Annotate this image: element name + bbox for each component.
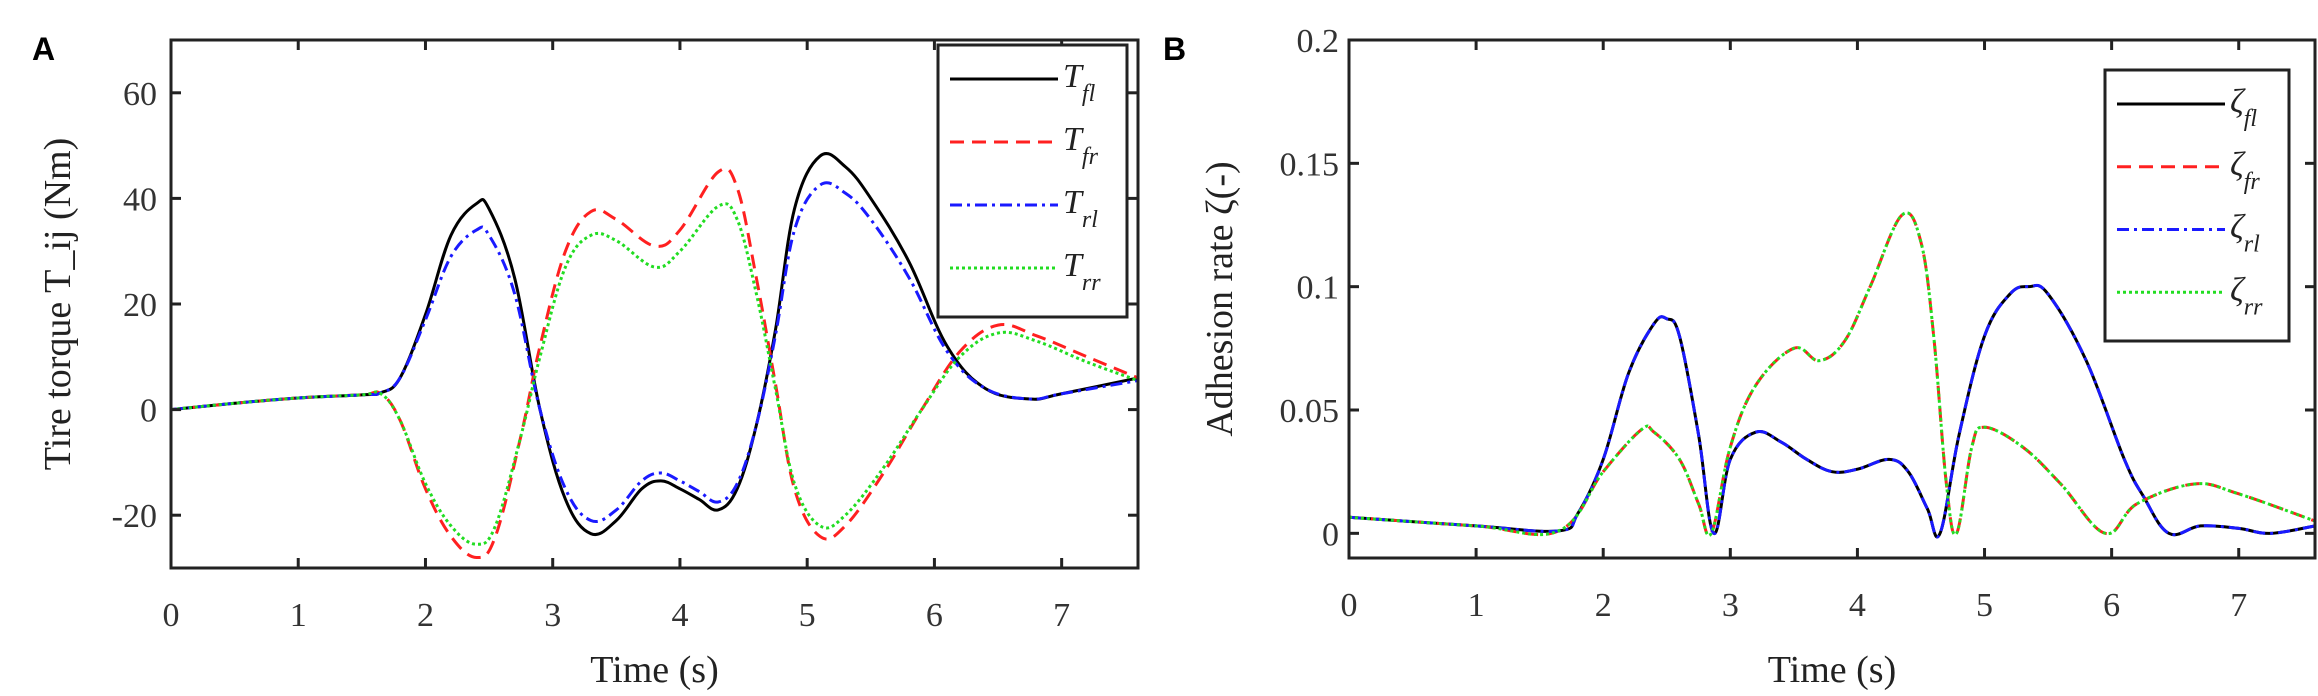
x-tick-label: 5 xyxy=(1976,587,1993,624)
axes-box xyxy=(1347,38,2317,560)
x-tick-label: 2 xyxy=(1595,587,1612,624)
legend-subscript: fr xyxy=(1082,144,1099,170)
x-tick-label: 1 xyxy=(1468,587,1485,624)
x-axis-title: Time (s) xyxy=(590,649,718,691)
legend-entry: Tfr xyxy=(1063,121,1099,170)
x-tick-label: 0 xyxy=(163,597,180,634)
legend-subscript: fl xyxy=(1082,81,1096,107)
x-tick-label: 4 xyxy=(671,597,688,634)
x-tick-label: 6 xyxy=(2103,587,2120,624)
x-tick-label: 7 xyxy=(1053,597,1070,634)
y-tick-label: 0.1 xyxy=(1297,270,1340,307)
panel-A: A 0 1 2 3 4 5 6 7 -20 0 20 40 60 Time (s) Tire torque T… xyxy=(32,31,1140,691)
y-axis-title: Tire torque T_ij (Nm) xyxy=(37,138,79,470)
x-tick-label: 5 xyxy=(799,597,816,634)
legend-entry: Trl xyxy=(1063,184,1098,233)
y-tick-label: -20 xyxy=(112,498,157,535)
panel-label: B xyxy=(1163,31,1186,67)
legend-subscript: rr xyxy=(1082,270,1101,296)
legend-symbol: ζ xyxy=(2230,146,2246,183)
legend-symbol: T xyxy=(1063,58,1084,95)
legend-subscript: fr xyxy=(2244,169,2261,195)
legend-subscript: rl xyxy=(2244,232,2260,258)
x-axis-title: Time (s) xyxy=(1768,649,1896,691)
y-tick-label: 20 xyxy=(123,287,157,324)
y-tick-label: 0 xyxy=(1322,516,1339,553)
legend-entry: Tfl xyxy=(1063,58,1096,107)
legend-box xyxy=(2103,68,2291,343)
legend-entry: ζfr xyxy=(2230,146,2260,195)
legend-symbol: T xyxy=(1063,184,1084,221)
panel-B: B 0 1 2 3 4 5 6 7 0 0.05 0.1 0.15 0.2 Time (s) Adhesion… xyxy=(1163,23,2317,691)
y-tick-label: 60 xyxy=(123,76,157,113)
legend-symbol: ζ xyxy=(2230,209,2246,246)
y-tick-label: 40 xyxy=(123,181,157,218)
x-tick-label: 1 xyxy=(290,597,307,634)
series-line-ζ-rr xyxy=(1349,211,2315,538)
series-line-T-rl xyxy=(171,181,1138,523)
y-tick-label: 0.05 xyxy=(1280,393,1340,430)
legend-symbol: T xyxy=(1063,121,1084,158)
x-tick-label: 3 xyxy=(544,597,561,634)
legend-box xyxy=(936,43,1129,319)
legend-symbol: ζ xyxy=(2230,271,2246,308)
x-tick-label: 7 xyxy=(2230,587,2247,624)
legend-entry: ζfl xyxy=(2230,83,2257,132)
series-line-T-fr xyxy=(171,167,1138,559)
legend-entry: ζrl xyxy=(2230,209,2260,258)
series-line-T-rr xyxy=(171,202,1138,546)
y-tick-label: 0.2 xyxy=(1297,23,1340,60)
legend-symbol: T xyxy=(1063,247,1084,284)
legend-entry: Trr xyxy=(1063,247,1101,296)
series-line-ζ-fr xyxy=(1349,211,2315,538)
x-tick-label: 0 xyxy=(1341,587,1358,624)
x-tick-label: 2 xyxy=(417,597,434,634)
legend-subscript: rl xyxy=(1082,207,1098,233)
y-axis-title: Adhesion rate ζ(-) xyxy=(1199,161,1241,436)
y-tick-label: 0 xyxy=(140,393,157,430)
panel-label: A xyxy=(32,31,55,67)
legend-subscript: fl xyxy=(2244,106,2258,132)
legend-symbol: ζ xyxy=(2230,83,2246,120)
x-tick-label: 4 xyxy=(1849,587,1866,624)
y-tick-label: 0.15 xyxy=(1280,146,1340,183)
x-tick-label: 6 xyxy=(926,597,943,634)
legend-entry: ζrr xyxy=(2230,271,2263,320)
legend-subscript: rr xyxy=(2244,294,2263,320)
x-tick-label: 3 xyxy=(1722,587,1739,624)
series-line-ζ-rl xyxy=(1349,283,2315,539)
